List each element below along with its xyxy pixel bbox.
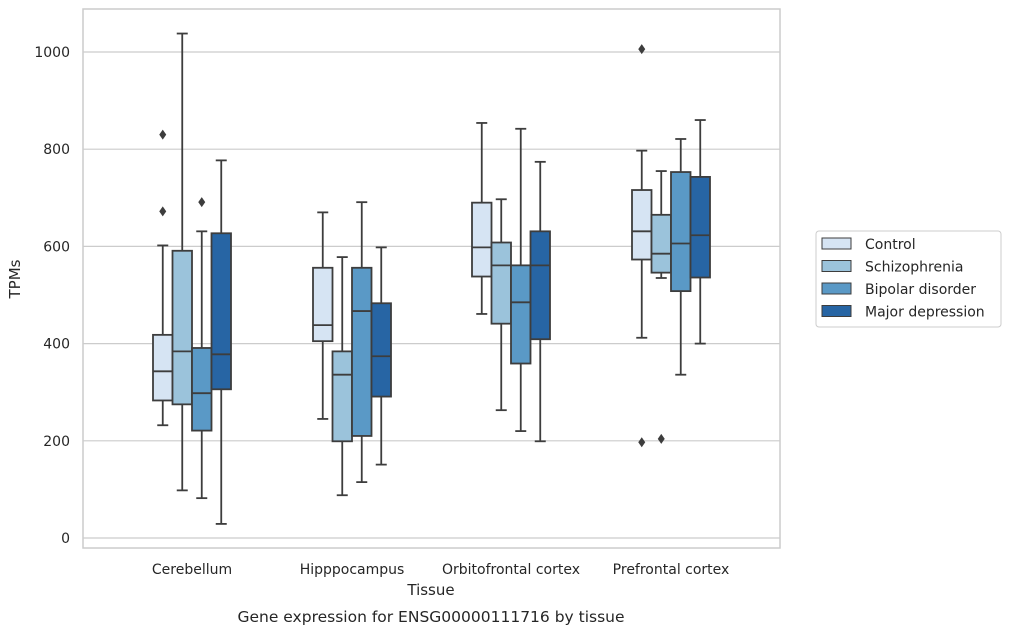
box-body	[152, 333, 174, 402]
y-axis-title: TPMs	[6, 259, 24, 299]
box-body	[171, 249, 193, 406]
box-body	[331, 350, 353, 443]
outlier-point	[657, 433, 665, 444]
y-tick-label: 1000	[34, 45, 70, 61]
box-body	[351, 266, 373, 437]
legend-label: Control	[865, 237, 916, 253]
x-tick-label: Hipppocampus	[300, 562, 405, 578]
legend-swatch	[821, 260, 852, 272]
x-tick-label: Orbitofrontal cortex	[442, 562, 580, 578]
box-body	[210, 232, 232, 391]
legend-label: Bipolar disorder	[865, 282, 976, 298]
legend-swatch	[821, 237, 852, 250]
box-body	[490, 241, 512, 325]
box-body	[370, 302, 392, 398]
legend: Control Schizophrenia Bipolar disorder Majo…	[815, 230, 1002, 328]
box-body	[312, 266, 334, 343]
y-tick-label: 600	[43, 239, 70, 255]
chart-caption: Gene expression for ENSG00000111716 by t…	[237, 608, 624, 626]
gridlines	[83, 51, 780, 539]
box-control	[471, 122, 493, 315]
box-body	[529, 230, 551, 341]
legend-swatch	[821, 305, 852, 317]
x-tick-label: Prefrontal cortex	[613, 562, 730, 578]
box-schizophrenia	[171, 32, 193, 492]
y-tick-label: 0	[61, 531, 70, 547]
box-control	[312, 211, 334, 420]
box-schizophrenia	[490, 198, 512, 412]
box-schizophrenia	[331, 256, 353, 497]
box-control	[152, 129, 174, 427]
x-axis-title: Tissue	[406, 581, 454, 599]
box-body	[471, 201, 493, 278]
box-body	[650, 213, 672, 274]
y-tick-label: 400	[43, 337, 70, 353]
y-axis-ticks: 0 200 400 600 800 1000	[34, 45, 70, 547]
box-major-depression	[529, 160, 551, 443]
box-body	[670, 171, 692, 293]
box-major-depression	[370, 246, 392, 466]
y-tick-label: 200	[43, 434, 70, 450]
outlier-point	[159, 206, 167, 217]
box-major-depression	[210, 159, 232, 525]
legend-swatch	[821, 282, 852, 295]
box-body	[191, 347, 213, 432]
legend-frame	[815, 230, 1002, 328]
box-bipolar-disorder	[351, 201, 373, 484]
box-control	[631, 44, 653, 448]
outlier-point	[638, 44, 646, 55]
box-major-depression	[689, 119, 711, 345]
plot-frame	[82, 8, 781, 549]
legend-label: Schizophrenia	[865, 260, 963, 276]
box-bipolar-disorder	[670, 138, 692, 376]
box-body	[689, 176, 711, 279]
outlier-point	[198, 197, 206, 208]
x-axis-ticks: Cerebellum Hipppocampus Orbitofrontal cort…	[152, 562, 729, 578]
legend-label: Major depression	[865, 305, 985, 321]
box-body	[631, 189, 653, 261]
box-bipolar-disorder	[191, 197, 213, 500]
box-body	[510, 264, 532, 365]
x-tick-label: Cerebellum	[152, 562, 232, 578]
outlier-point	[159, 129, 167, 140]
box-bipolar-disorder	[510, 127, 532, 432]
outlier-point	[638, 437, 646, 448]
box-schizophrenia	[650, 170, 672, 444]
y-tick-label: 800	[43, 142, 70, 158]
box-groups	[152, 32, 711, 525]
